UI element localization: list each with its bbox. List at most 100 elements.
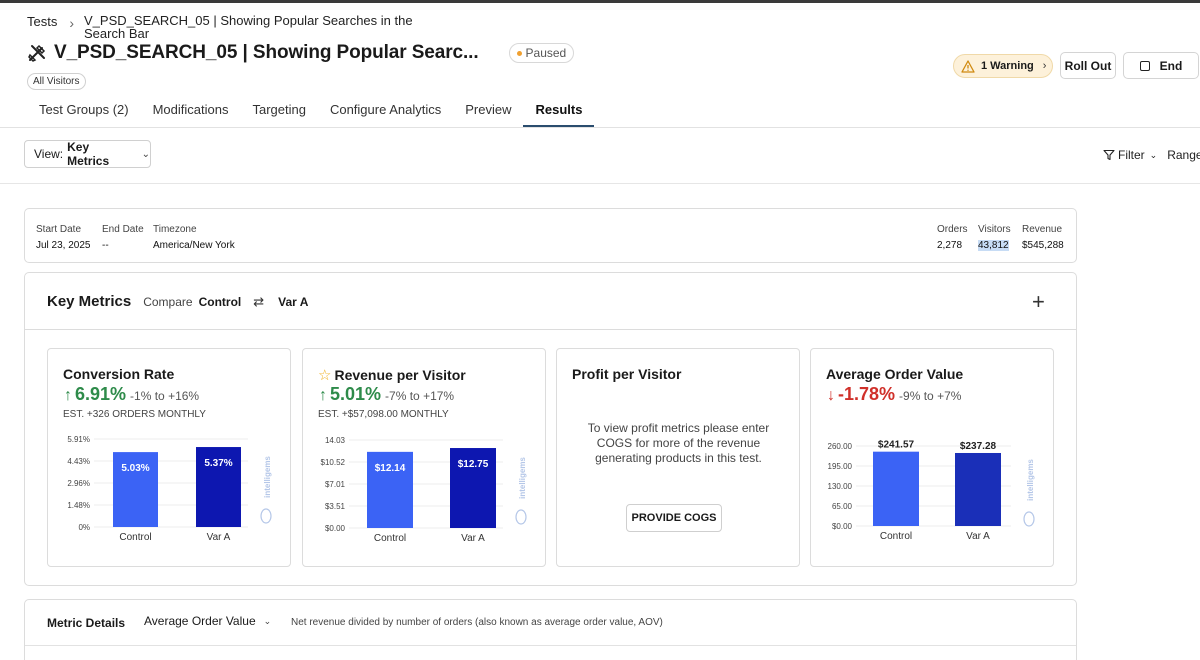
bar-value-label: $241.57 <box>878 440 915 451</box>
metric-details-description: Net revenue divided by number of orders … <box>291 617 663 628</box>
revenue-stat: Revenue $545,288 <box>1022 224 1064 251</box>
orders-label: Orders <box>937 224 968 235</box>
range-button[interactable]: Range: <box>1167 148 1200 162</box>
tools-icon <box>28 44 46 62</box>
y-tick-label: $0.00 <box>325 524 346 533</box>
audience-badge[interactable]: All Visitors <box>27 73 86 90</box>
metric-card-revenue-per-visitor[interactable]: ☆ Revenue per Visitor ↑ 5.01% -7% to +17… <box>302 348 546 567</box>
metric-lift: 6.91% <box>75 384 127 404</box>
x-category-label: Control <box>374 533 406 544</box>
add-metric-icon[interactable]: + <box>1032 289 1045 314</box>
x-category-label: Var A <box>207 532 231 543</box>
view-select[interactable]: View: Key Metrics ⌄ <box>24 140 151 168</box>
metric-details-select[interactable]: Average Order Value ⌄ <box>144 614 271 628</box>
breadcrumb: Tests › V_PSD_SEARCH_05 | Showing Popula… <box>27 14 414 40</box>
metric-value: ↑ 6.91% -1% to +16% <box>64 384 199 405</box>
metric-title: ☆ Revenue per Visitor <box>318 366 466 384</box>
tab-bar: Test Groups (2) Modifications Targeting … <box>27 94 1200 128</box>
timezone: Timezone America/New York <box>153 224 235 251</box>
y-tick-label: 65.00 <box>832 502 853 511</box>
provide-cogs-button[interactable]: PROVIDE COGS <box>626 504 722 532</box>
chart-bar <box>196 447 241 527</box>
profit-message: To view profit metrics please enter COGS… <box>587 421 770 465</box>
orders-value: 2,278 <box>937 240 963 251</box>
view-select-label: View: <box>34 147 64 161</box>
bar-value-label: 5.03% <box>121 463 149 474</box>
warning-button[interactable]: 1 Warning › <box>953 54 1053 78</box>
metric-range: -9% to +7% <box>899 389 962 403</box>
summary-card: Start Date Jul 23, 2025 End Date -- Time… <box>24 208 1077 263</box>
tab-targeting[interactable]: Targeting <box>252 102 306 117</box>
metric-card-conversion-rate[interactable]: Conversion Rate ↑ 6.91% -1% to +16% EST.… <box>47 348 291 567</box>
warning-icon <box>961 59 975 73</box>
filter-bar: Filter ⌄ Range: <box>1103 148 1200 162</box>
start-date-label: Start Date <box>36 224 82 235</box>
key-metrics-divider <box>25 329 1076 330</box>
timezone-value: America/New York <box>153 240 235 251</box>
metric-title: Profit per Visitor <box>572 366 682 382</box>
warning-label: 1 Warning <box>981 60 1034 72</box>
y-tick-label: $3.51 <box>325 502 346 511</box>
tab-results[interactable]: Results <box>523 94 595 127</box>
y-tick-label: 260.00 <box>828 442 853 451</box>
end-date-value: -- <box>102 240 109 251</box>
chevron-right-icon: › <box>1042 60 1047 72</box>
filter-icon <box>1103 149 1115 161</box>
metric-card-average-order-value[interactable]: Average Order Value ↓ -1.78% -9% to +7% … <box>810 348 1054 567</box>
y-tick-label: $7.01 <box>325 480 346 489</box>
x-category-label: Control <box>119 532 151 543</box>
metric-card-profit-per-visitor[interactable]: Profit per Visitor To view profit metric… <box>556 348 800 567</box>
tab-configure-analytics[interactable]: Configure Analytics <box>329 102 442 117</box>
chevron-down-icon: ⌄ <box>263 615 272 626</box>
bar-value-label: $12.14 <box>375 463 406 474</box>
watermark-label: intelligems <box>263 456 272 498</box>
y-tick-label: $10.52 <box>321 458 346 467</box>
tab-preview[interactable]: Preview <box>465 102 512 117</box>
metric-estimate: EST. +326 ORDERS MONTHLY <box>63 409 206 420</box>
filter-button[interactable]: Filter <box>1118 148 1145 162</box>
tab-modifications[interactable]: Modifications <box>152 102 229 117</box>
watermark-logo-icon <box>515 509 527 525</box>
compare-control[interactable]: Control <box>198 294 242 309</box>
y-tick-label: $0.00 <box>832 522 853 531</box>
swap-icon[interactable]: ⇄ <box>253 293 265 309</box>
bar-value-label: $12.75 <box>458 459 489 470</box>
key-metrics-title: Key Metrics <box>47 293 132 310</box>
toolbar-divider <box>0 183 1200 184</box>
chart-bar <box>450 448 496 528</box>
end-date: End Date -- <box>102 224 144 251</box>
tab-test-groups[interactable]: Test Groups (2) <box>39 102 129 117</box>
y-tick-label: 195.00 <box>828 462 853 471</box>
key-metrics-card: Key Metrics Compare Control ⇄ Var A + Co… <box>24 272 1077 586</box>
key-metrics-header: Key Metrics Compare Control ⇄ Var A <box>47 293 308 310</box>
watermark-logo-icon <box>1023 511 1035 527</box>
arrow-up-icon: ↑ <box>319 387 327 404</box>
star-icon[interactable]: ☆ <box>318 367 332 384</box>
metric-estimate: EST. +$57,098.00 MONTHLY <box>318 409 449 420</box>
x-category-label: Control <box>880 531 912 542</box>
status-badge: Paused <box>508 43 575 63</box>
revenue-label: Revenue <box>1022 224 1063 235</box>
y-tick-label: 2.96% <box>67 479 90 488</box>
compare-label: Compare <box>143 294 193 309</box>
metric-lift: 5.01% <box>330 384 382 404</box>
compare-variant[interactable]: Var A <box>278 294 309 309</box>
arrow-down-icon: ↓ <box>827 387 835 404</box>
metric-lift: -1.78% <box>838 384 896 404</box>
metric-value: ↑ 5.01% -7% to +17% <box>319 384 454 405</box>
start-date-value: Jul 23, 2025 <box>36 240 91 251</box>
average-order-value-chart: $0.00 65.00 130.00 195.00 260.00 $241.57 Contr… <box>828 440 1035 542</box>
end-button[interactable]: End <box>1123 52 1199 79</box>
roll-out-button[interactable]: Roll Out <box>1060 52 1116 79</box>
y-tick-label: 5.91% <box>67 435 90 444</box>
metric-title-text: Revenue per Visitor <box>334 367 466 383</box>
breadcrumb-tests-link[interactable]: Tests <box>27 14 58 29</box>
visitors-value: 43,812 <box>978 240 1009 251</box>
x-category-label: Var A <box>966 531 990 542</box>
chevron-down-icon: ⌄ <box>1149 149 1158 160</box>
metric-title: Average Order Value <box>826 366 964 382</box>
y-tick-label: 130.00 <box>828 482 853 491</box>
end-label: End <box>1159 58 1183 73</box>
metric-title: Conversion Rate <box>63 366 175 382</box>
metric-details-select-value: Average Order Value <box>144 614 256 628</box>
